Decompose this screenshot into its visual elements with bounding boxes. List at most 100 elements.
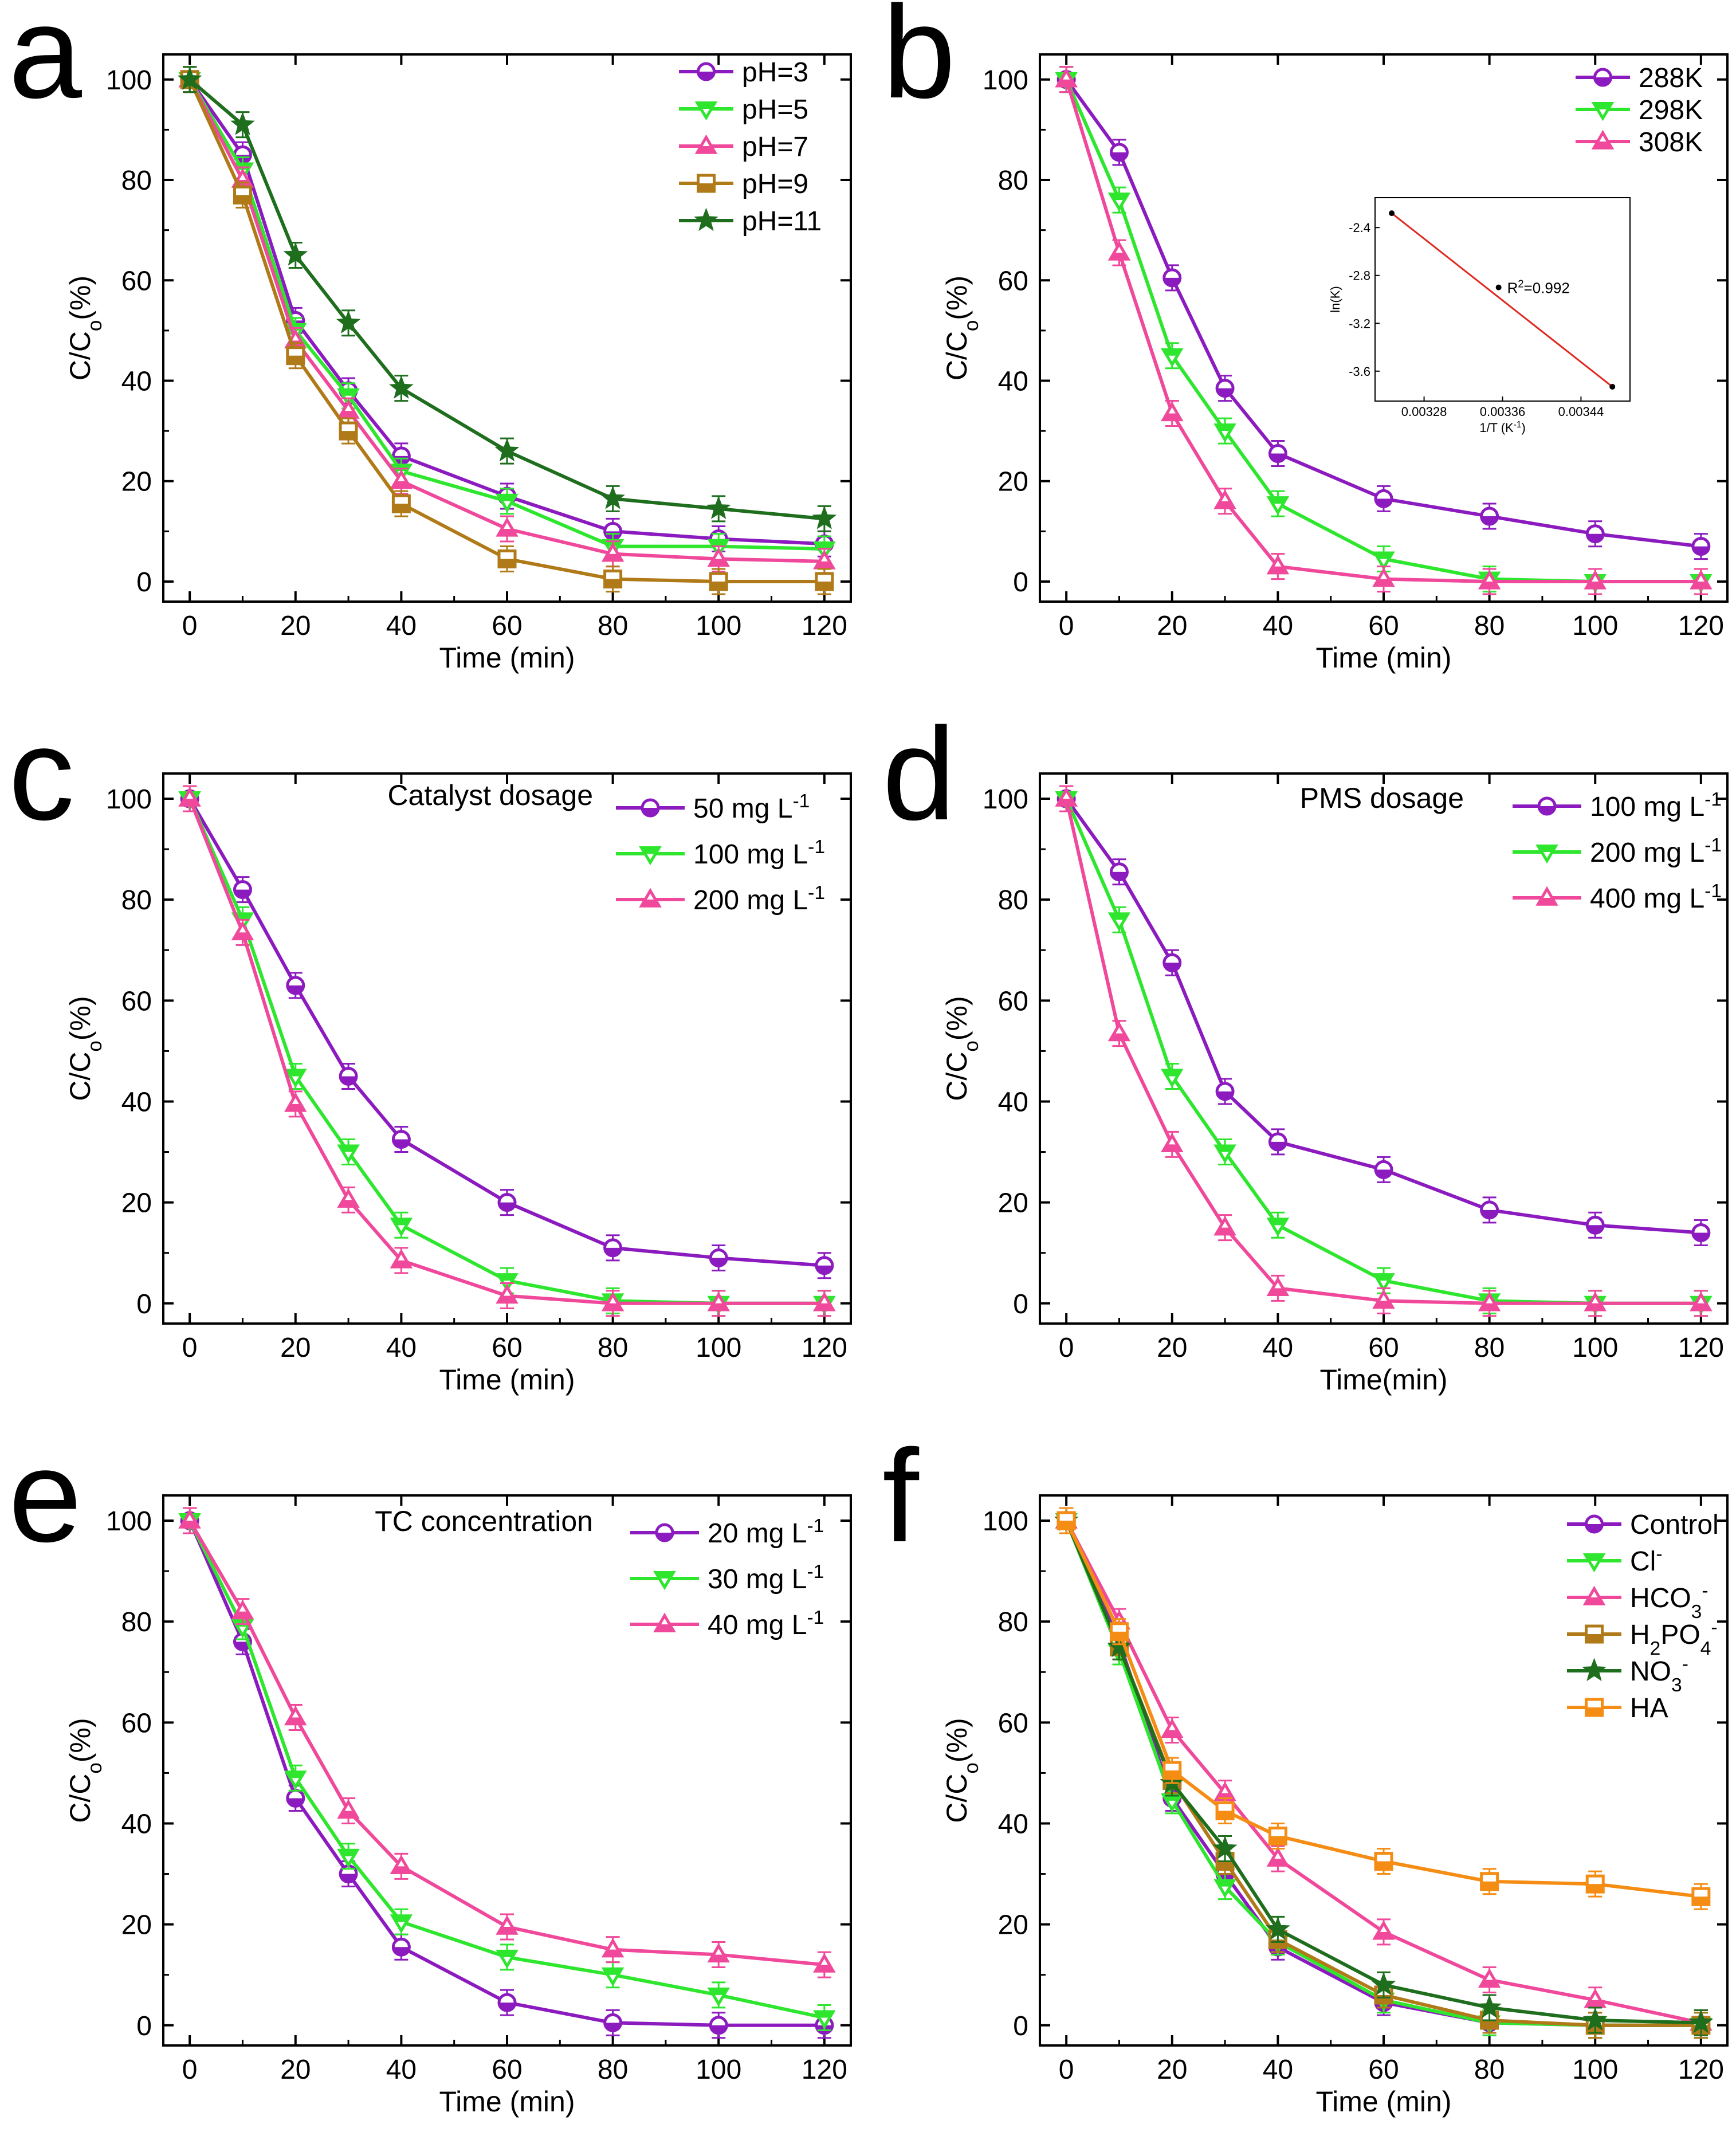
data-point-fill [1586, 1303, 1604, 1310]
data-point-fill [286, 1717, 305, 1724]
y-axis-title-sub: o [84, 320, 106, 331]
data-point-fill [604, 1303, 622, 1310]
x-tick-label: 120 [802, 1333, 847, 1363]
data-point-fill [393, 504, 410, 512]
data-point [230, 112, 255, 135]
y-axis-title: C/Co(%) [64, 276, 106, 380]
x-tick-label: 0 [182, 2055, 198, 2085]
data-point-fill [339, 1850, 358, 1856]
data-point-fill [1587, 1225, 1604, 1234]
data-point-fill [1268, 1288, 1287, 1295]
data-point-fill [234, 195, 251, 203]
legend-label-main: 100 mg L [1590, 792, 1704, 822]
legend-label-main: pH=7 [742, 132, 808, 162]
legend-label-main: HCO [1630, 1583, 1691, 1613]
data-point-fill [815, 1965, 834, 1972]
legend-marker-fill [1539, 806, 1555, 814]
data-point-fill [339, 1200, 358, 1207]
x-tick-label: 80 [1474, 1333, 1505, 1363]
y-tick-label: 80 [121, 885, 152, 916]
data-point-fill [1692, 1897, 1709, 1905]
legend-label-sup: -1 [807, 1515, 824, 1537]
legend-label-main: pH=5 [742, 95, 808, 125]
data-point-fill [498, 1927, 516, 1934]
panel-letter: b [882, 0, 956, 125]
legend-marker-fill [642, 808, 658, 816]
y-axis-title-main: C/C [64, 1774, 96, 1823]
data-point-fill [709, 1989, 728, 1995]
legend-label: Cl- [1630, 1544, 1663, 1577]
legend-label-sup: -1 [808, 837, 825, 858]
x-axis-title: Time (min) [439, 2086, 575, 2118]
legend-marker-fill [657, 1533, 673, 1541]
series-6 [1056, 1507, 1711, 1910]
legend-entry: HCO3- [1567, 1580, 1708, 1623]
y-tick-label: 80 [121, 166, 152, 196]
inset-y-title: ln(K) [1328, 286, 1342, 312]
data-point [1266, 1916, 1290, 1940]
data-point-fill [1268, 1859, 1287, 1866]
inset-annotation-main: R [1507, 280, 1518, 297]
legend-label: Control [1630, 1510, 1719, 1540]
data-point-fill [604, 553, 622, 560]
data-point-fill [180, 799, 199, 806]
y-axis-title: C/Co(%) [64, 996, 106, 1101]
data-point-fill [1587, 533, 1604, 542]
legend-entry: 200 mg L-1 [1513, 835, 1722, 868]
data-point-fill [498, 495, 516, 501]
legend-label-main: Cl [1630, 1546, 1656, 1577]
data-point-fill [1164, 963, 1180, 971]
legend-label-sup: -1 [1704, 789, 1722, 810]
legend-marker-fill [698, 183, 714, 191]
panel-b: b 0 20 40 60 80 100 120 0 20 40 60 80 100 Time (min) C/… [882, 0, 1729, 674]
x-tick-label: 20 [1157, 611, 1187, 641]
y-tick-label: 100 [106, 1506, 152, 1537]
legend-marker-fill [1594, 77, 1611, 85]
x-tick-label: 20 [280, 1333, 311, 1363]
data-point-fill [339, 390, 358, 396]
y-tick-label: 100 [106, 784, 152, 815]
legend-entry: 288K [1576, 63, 1703, 93]
data-point-fill [1164, 277, 1180, 286]
y-tick-label: 20 [998, 1910, 1028, 1941]
legend-marker-fill [641, 847, 659, 854]
y-tick-label: 100 [106, 65, 152, 96]
data-point [706, 496, 731, 520]
data-point-fill [339, 1811, 358, 1817]
data-point [494, 438, 520, 462]
legend-marker-fill [655, 1572, 674, 1579]
data-point-fill [1376, 498, 1392, 507]
data-point-fill [604, 2023, 621, 2031]
legend-entry: 50 mg L-1 [616, 791, 810, 824]
legend-label-part: H [1630, 1620, 1650, 1650]
data-point-fill [709, 540, 728, 547]
data-point-fill [234, 1642, 251, 1650]
y-tick-label: 0 [136, 1289, 152, 1320]
y-tick-label: 80 [998, 885, 1028, 916]
y-tick-label: 40 [998, 366, 1028, 396]
data-point [336, 310, 361, 333]
data-point-fill [1481, 2020, 1498, 2028]
data-point [1371, 1972, 1396, 1996]
data-point-fill [1374, 553, 1393, 559]
inset-annotation: R2=0.992 [1507, 278, 1570, 297]
legend-entry: 298K [1576, 95, 1703, 125]
data-point-fill [499, 559, 515, 567]
data-point-fill [1111, 152, 1128, 160]
data-point-fill [1374, 1301, 1393, 1307]
legend-label-sup: -1 [808, 882, 825, 904]
legend-label: NO3- [1630, 1654, 1688, 1696]
data-point-fill [1480, 1980, 1499, 1986]
legend-label: pH=5 [742, 95, 808, 125]
data-point [1212, 1836, 1238, 1859]
legend-entry: 308K [1576, 127, 1703, 158]
y-tick-label: 60 [121, 986, 152, 1016]
data-point-fill [1376, 1861, 1392, 1870]
data-point-fill [1481, 1210, 1498, 1218]
series-3 [1055, 785, 1713, 1317]
y-axis-title-suffix: (%) [941, 276, 973, 320]
data-point-fill [498, 1295, 516, 1302]
y-tick-label: 20 [121, 467, 152, 497]
legend-label-sup: -1 [1704, 881, 1722, 902]
y-tick-label: 20 [998, 467, 1028, 497]
